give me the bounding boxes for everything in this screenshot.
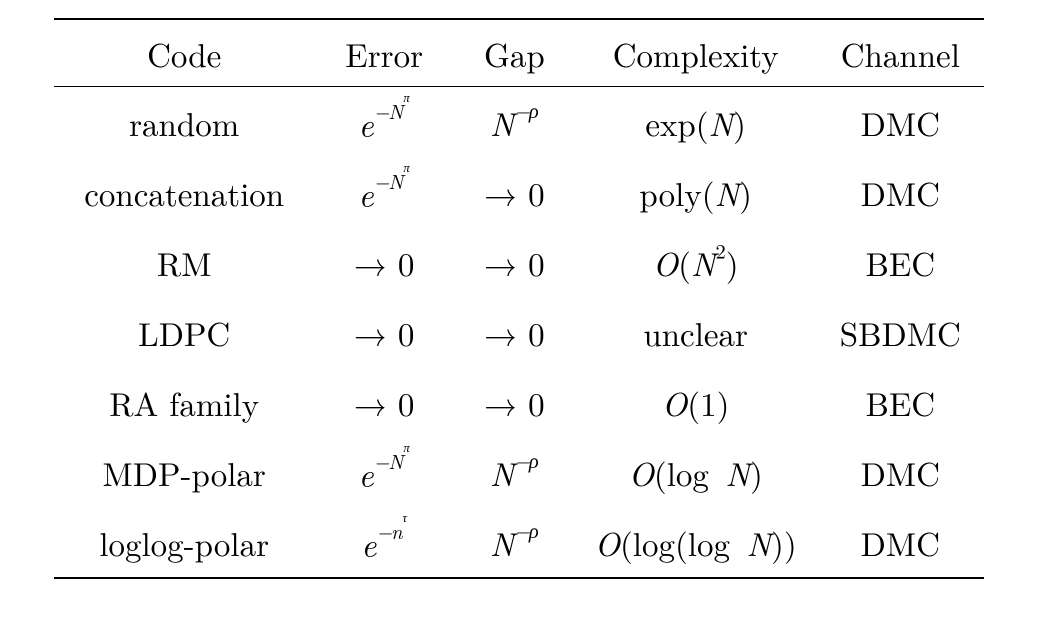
cell-gap: N−ρ <box>454 507 575 578</box>
table-row: RM → 0 → 0 O(N2) BEC <box>54 227 984 297</box>
table-header-row: Code Error Gap Complexity Channel <box>54 19 984 87</box>
cell-gap: → 0 <box>454 297 575 367</box>
cell-gap: → 0 <box>454 227 575 297</box>
cell-complexity: O(log N) <box>575 437 817 507</box>
codes-table-container: Code Error Gap Complexity Channel random… <box>0 0 1038 597</box>
cell-gap: → 0 <box>454 367 575 437</box>
table-row: loglog-polar e−nτ N−ρ O(log(log N)) DMC <box>54 507 984 578</box>
cell-error: → 0 <box>314 227 454 297</box>
cell-complexity: O(1) <box>575 367 817 437</box>
cell-error: e−nτ <box>314 507 454 578</box>
table-row: MDP-polar e−Nπ N−ρ O(log N) DMC <box>54 437 984 507</box>
cell-complexity: unclear <box>575 297 817 367</box>
cell-code: LDPC <box>54 297 314 367</box>
cell-gap: N−ρ <box>454 87 575 158</box>
cell-code: RA family <box>54 367 314 437</box>
cell-complexity: O(log(log N)) <box>575 507 817 578</box>
cell-channel: BEC <box>817 227 984 297</box>
cell-code: random <box>54 87 314 158</box>
col-header-channel: Channel <box>817 19 984 87</box>
cell-error: e−Nπ <box>314 157 454 227</box>
cell-channel: DMC <box>817 87 984 158</box>
cell-error: e−Nπ <box>314 437 454 507</box>
col-header-complexity: Complexity <box>575 19 817 87</box>
cell-gap: N−ρ <box>454 437 575 507</box>
cell-complexity: exp(N) <box>575 87 817 158</box>
cell-gap: → 0 <box>454 157 575 227</box>
col-header-code: Code <box>54 19 314 87</box>
cell-channel: DMC <box>817 157 984 227</box>
cell-channel: DMC <box>817 437 984 507</box>
cell-error: → 0 <box>314 297 454 367</box>
cell-code: MDP-polar <box>54 437 314 507</box>
cell-code: loglog-polar <box>54 507 314 578</box>
table-row: concatenation e−Nπ → 0 poly(N) DMC <box>54 157 984 227</box>
cell-channel: SBDMC <box>817 297 984 367</box>
cell-channel: BEC <box>817 367 984 437</box>
cell-error: e−Nπ <box>314 87 454 158</box>
table-row: random e−Nπ N−ρ exp(N) DMC <box>54 87 984 158</box>
table-row: LDPC → 0 → 0 unclear SBDMC <box>54 297 984 367</box>
cell-error: → 0 <box>314 367 454 437</box>
cell-channel: DMC <box>817 507 984 578</box>
cell-complexity: poly(N) <box>575 157 817 227</box>
table-row: RA family → 0 → 0 O(1) BEC <box>54 367 984 437</box>
col-header-gap: Gap <box>454 19 575 87</box>
codes-table: Code Error Gap Complexity Channel random… <box>54 18 984 579</box>
col-header-error: Error <box>314 19 454 87</box>
cell-code: RM <box>54 227 314 297</box>
cell-code: concatenation <box>54 157 314 227</box>
cell-complexity: O(N2) <box>575 227 817 297</box>
